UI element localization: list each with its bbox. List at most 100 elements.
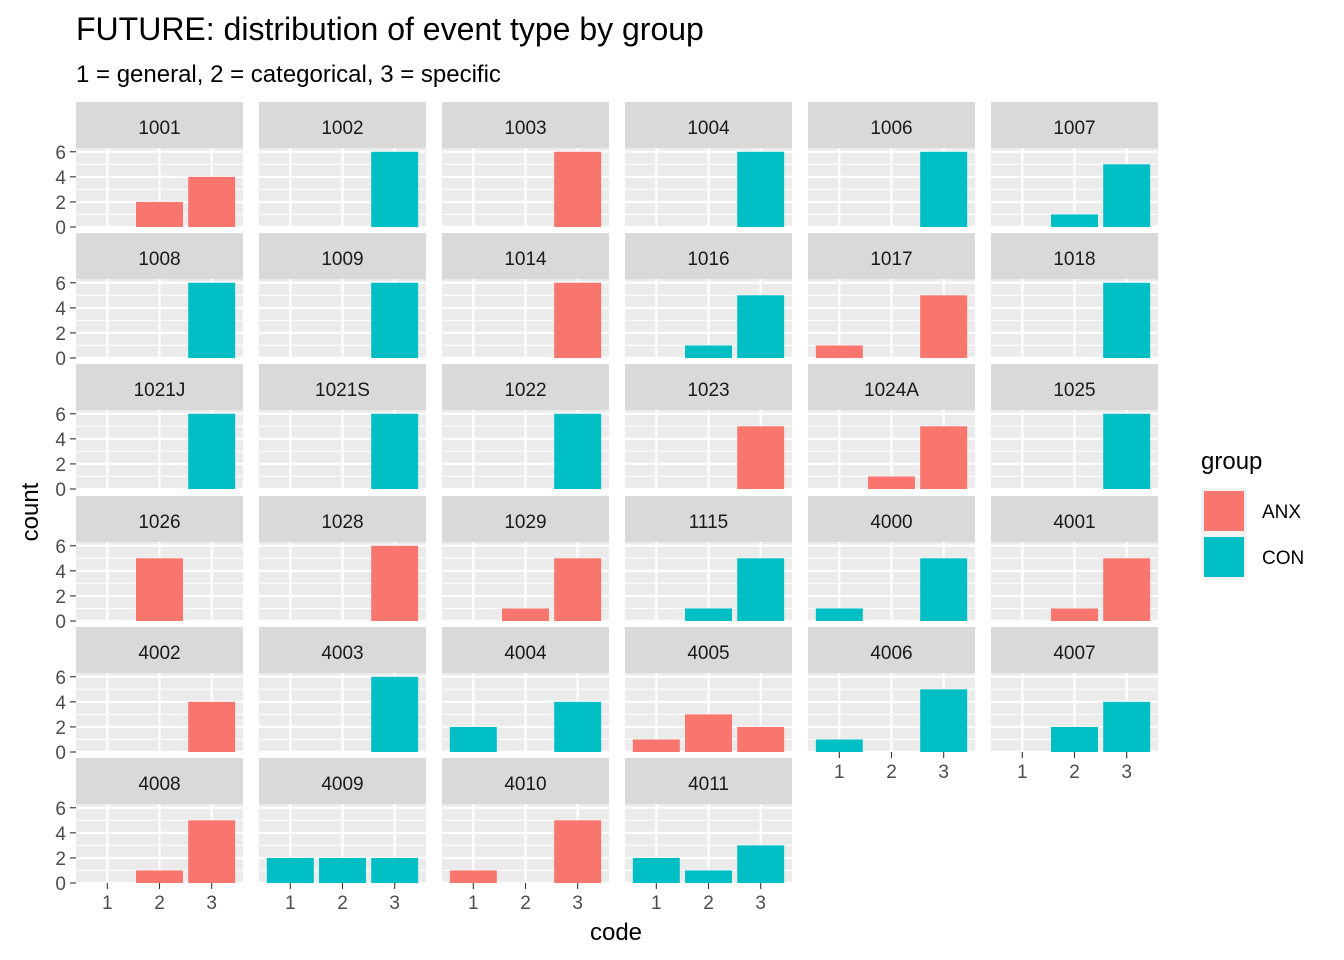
legend-label-anx: ANX: [1262, 502, 1301, 523]
facet-strip: [991, 233, 1158, 279]
x-tick-label: 2: [886, 762, 897, 783]
bar-4004-code-1: [449, 726, 497, 752]
y-tick-label: 2: [55, 455, 66, 476]
x-tick-label: 2: [703, 893, 714, 914]
facet-label: 1009: [321, 249, 363, 270]
facet-strip: [625, 364, 792, 410]
y-tick-label: 2: [55, 193, 66, 214]
facet-strip: [442, 233, 609, 279]
bar-1007-code-3: [1103, 164, 1151, 227]
facet-panel-4008: 4008 0 2 4 6 1 2 3: [55, 758, 243, 914]
bar-4008-code-2: [136, 870, 183, 883]
bar-4010-code-3: [554, 820, 602, 883]
facet-strip: [625, 627, 792, 673]
facet-strip: [76, 102, 243, 148]
facet-panel-1004: 1004: [625, 102, 792, 229]
bar-4000-code-3: [920, 558, 968, 621]
bar-4003-code-3: [371, 676, 419, 752]
x-tick-label: 1: [651, 893, 662, 914]
facet-label: 1029: [504, 512, 546, 533]
facet-panel-1115: 1115: [625, 496, 792, 623]
bar-4011-code-3: [737, 845, 785, 883]
bar-1024A-code-3: [920, 426, 968, 489]
facet-label: 4003: [321, 643, 363, 664]
bar-1018-code-3: [1103, 282, 1151, 358]
legend-key-con: [1204, 537, 1244, 577]
y-tick-label: 6: [55, 405, 66, 426]
facet-strip: [442, 496, 609, 542]
facet-panel-1008: 1008 0 2 4 6: [55, 233, 243, 370]
facet-panel-4001: 4001: [991, 496, 1158, 623]
y-tick-label: 6: [55, 799, 66, 820]
facet-label: 4008: [138, 774, 180, 795]
y-tick-label: 6: [55, 537, 66, 558]
bar-4002-code-3: [188, 701, 236, 752]
facet-label: 4001: [1053, 512, 1095, 533]
y-tick-label: 6: [55, 274, 66, 295]
facet-panel-1025: 1025: [991, 364, 1158, 491]
facet-strip: [808, 627, 975, 673]
facet-label: 4007: [1053, 643, 1095, 664]
y-tick-label: 0: [55, 743, 66, 764]
facet-panel-1009: 1009: [259, 233, 426, 360]
facet-strip: [625, 102, 792, 148]
bar-1017-code-1: [815, 345, 863, 358]
facet-panel-1016: 1016: [625, 233, 792, 360]
bar-1007-code-2: [1051, 214, 1098, 227]
facet-strip: [76, 496, 243, 542]
bar-4005-code-3: [737, 726, 785, 752]
facet-strip: [442, 627, 609, 673]
facet-panel-1018: 1018: [991, 233, 1158, 360]
facet-label: 4011: [688, 774, 729, 795]
bar-4001-code-3: [1103, 558, 1151, 621]
facet-label: 1018: [1053, 249, 1095, 270]
y-tick-label: 6: [55, 143, 66, 164]
bar-4006-code-1: [815, 739, 863, 752]
facet-strip: [991, 627, 1158, 673]
facet-strip: [808, 496, 975, 542]
facet-label: 1021J: [134, 380, 186, 401]
facet-panel-4002: 4002 0 2 4 6: [55, 627, 243, 764]
facet-panel-1026: 1026 0 2 4 6: [55, 496, 243, 633]
y-tick-label: 2: [55, 718, 66, 739]
chart-title: FUTURE: distribution of event type by gr…: [76, 11, 704, 47]
facet-strip: [625, 758, 792, 804]
bar-4004-code-3: [554, 701, 602, 752]
y-tick-label: 4: [55, 562, 66, 583]
x-tick-label: 3: [938, 762, 949, 783]
bar-1017-code-3: [920, 295, 968, 358]
facet-panel-1028: 1028: [259, 496, 426, 623]
bar-4009-code-1: [266, 857, 314, 883]
bar-1029-code-2: [502, 608, 549, 621]
bar-4005-code-1: [632, 739, 680, 752]
facet-panel-4009: 4009 1 2 3: [259, 758, 426, 914]
facet-panel-1003: 1003: [442, 102, 609, 229]
bar-1014-code-3: [554, 282, 602, 358]
facet-strip: [442, 364, 609, 410]
bar-4005-code-2: [685, 714, 732, 752]
facet-label: 4002: [138, 643, 180, 664]
x-tick-label: 3: [206, 893, 217, 914]
bar-1023-code-3: [737, 426, 785, 489]
x-tick-label: 1: [1017, 762, 1028, 783]
facet-strip: [991, 364, 1158, 410]
y-tick-label: 0: [55, 612, 66, 633]
y-tick-label: 4: [55, 168, 66, 189]
bar-4000-code-1: [815, 608, 863, 621]
bar-1006-code-3: [920, 151, 968, 227]
y-tick-label: 4: [55, 430, 66, 451]
facet-strip: [808, 102, 975, 148]
facet-label: 1024A: [864, 380, 919, 401]
facet-strip: [808, 364, 975, 410]
facet-panel-1023: 1023: [625, 364, 792, 491]
bar-1016-code-3: [737, 295, 785, 358]
facet-strip: [442, 102, 609, 148]
facet-label: 1022: [504, 380, 546, 401]
facet-strip: [259, 233, 426, 279]
x-tick-label: 3: [389, 893, 400, 914]
facet-panel-4006: 4006 1 2 3: [808, 627, 975, 783]
y-tick-label: 0: [55, 480, 66, 501]
facet-strip: [442, 758, 609, 804]
legend-title: group: [1201, 448, 1262, 475]
